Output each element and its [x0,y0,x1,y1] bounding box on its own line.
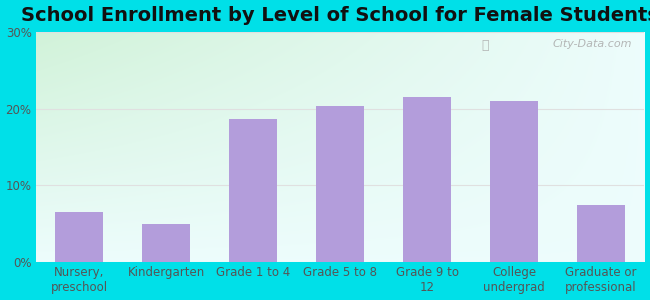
Title: School Enrollment by Level of School for Female Students: School Enrollment by Level of School for… [21,6,650,25]
Bar [316,106,364,262]
Text: City-Data.com: City-Data.com [552,39,632,49]
Bar [490,101,538,262]
Text: Ⓜ: Ⓜ [482,39,489,52]
Bar [229,118,277,262]
Bar [577,205,625,262]
Bar [142,224,190,262]
Bar [403,97,451,262]
Bar [55,212,103,262]
